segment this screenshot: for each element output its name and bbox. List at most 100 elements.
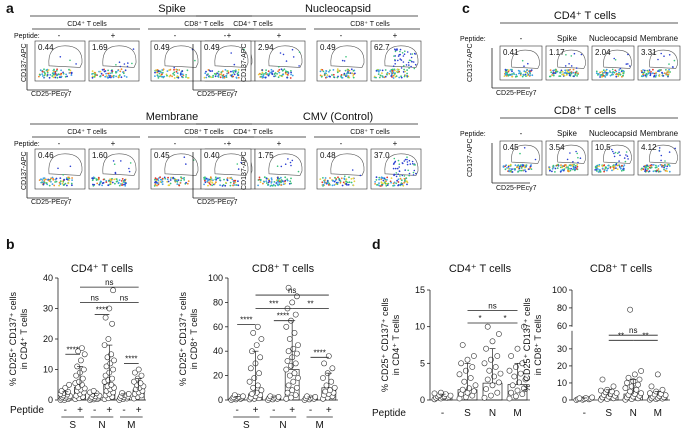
gate-percentage: 3.54 [549, 143, 565, 152]
event-dot [122, 72, 125, 75]
flow-plot: 3.31 [637, 45, 681, 81]
event-dot [522, 164, 525, 167]
event-dot [335, 177, 338, 180]
gated-event-dot [569, 152, 571, 154]
gated-event-dot [396, 49, 398, 51]
event-dot [168, 184, 171, 187]
event-dot [601, 165, 604, 168]
event-dot [563, 168, 566, 171]
event-dot [346, 72, 348, 75]
event-dot [164, 177, 167, 180]
y-tick-label: 10 [557, 378, 567, 388]
gated-event-dot [75, 63, 77, 65]
y-tick-label: 20 [213, 371, 223, 381]
event-dot [525, 71, 527, 74]
event-dot [48, 180, 51, 183]
event-dot [599, 71, 601, 74]
event-dot [161, 73, 163, 76]
event-dot [104, 70, 107, 72]
significance-label: ns [488, 302, 496, 311]
event-dot [321, 181, 324, 184]
peptide-sign: + [111, 31, 116, 40]
gated-event-dot [412, 162, 414, 165]
significance-label: ns [629, 326, 637, 335]
event-dot [278, 181, 280, 184]
event-dot [107, 77, 109, 79]
event-dot [124, 184, 127, 187]
event-dot [662, 75, 665, 77]
event-dot [388, 72, 391, 75]
event-dot [340, 74, 343, 76]
event-dot [265, 182, 268, 184]
event-dot [220, 71, 223, 73]
event-dot [173, 71, 176, 74]
event-dot [404, 70, 406, 73]
event-dot [153, 185, 156, 187]
event-dot [54, 73, 57, 75]
event-dot [390, 75, 393, 77]
event-dot [219, 184, 222, 187]
event-dot [289, 180, 292, 183]
event-dot [121, 182, 124, 185]
event-dot [403, 75, 406, 78]
gated-event-dot [359, 174, 362, 177]
flow-row-1: CD8⁺ T cells Peptide: -0.45 Spike 3.54 Nucleo… [460, 105, 681, 192]
event-dot [513, 73, 515, 75]
gated-event-dot [409, 163, 412, 165]
data-point [231, 392, 238, 398]
event-dot [652, 68, 654, 71]
event-dot [98, 70, 100, 73]
data-point [519, 391, 526, 397]
event-dot [70, 182, 73, 185]
event-dot [257, 184, 259, 187]
flow-plot: 1.17 [545, 45, 589, 81]
event-dot [66, 75, 68, 78]
peptide-sign: - [93, 405, 96, 416]
event-dot [154, 180, 157, 183]
flow-plot: 0.49 [150, 40, 202, 82]
data-point [470, 388, 477, 395]
gated-event-dot [521, 59, 524, 62]
gated-event-dot [398, 163, 401, 165]
event-dot [611, 166, 614, 168]
event-dot [380, 176, 383, 179]
event-dot [91, 75, 94, 78]
gated-event-dot [576, 152, 578, 155]
flow-plot: 1.75 [254, 148, 306, 190]
event-dot [383, 177, 386, 180]
gated-event-dot [392, 163, 395, 165]
gated-event-dot [62, 174, 64, 176]
data-point [331, 384, 338, 391]
event-dot [271, 72, 273, 75]
event-dot [352, 76, 355, 79]
gated-event-dot [398, 166, 401, 168]
event-dot [348, 69, 351, 72]
event-dot [574, 166, 577, 169]
event-dot [169, 179, 172, 181]
event-dot [648, 71, 651, 74]
event-dot [571, 165, 574, 167]
event-dot [347, 183, 350, 186]
event-dot [64, 75, 67, 78]
gated-event-dot [408, 59, 411, 62]
gated-event-dot [580, 53, 583, 56]
gated-event-dot [534, 158, 537, 161]
event-dot [655, 166, 658, 169]
event-dot [620, 69, 623, 72]
event-dot [332, 69, 335, 71]
event-dot [218, 177, 221, 179]
event-dot [214, 176, 217, 179]
event-dot [345, 182, 348, 185]
event-dot [352, 75, 355, 77]
event-dot [345, 74, 348, 77]
gated-event-dot [408, 67, 410, 69]
gated-event-dot [395, 172, 398, 174]
event-dot [380, 178, 383, 181]
event-dot [185, 181, 188, 184]
event-dot [387, 182, 390, 185]
gate-outline [384, 153, 419, 176]
data-point [622, 385, 629, 391]
event-dot [211, 70, 214, 72]
peptide-sign: - [224, 31, 227, 40]
event-dot [280, 184, 283, 187]
